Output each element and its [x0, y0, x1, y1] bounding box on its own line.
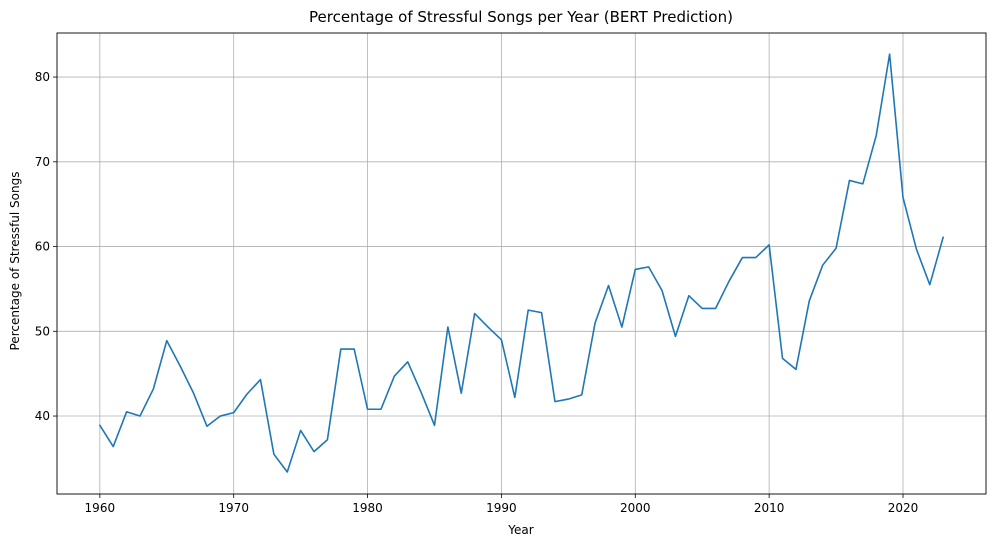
x-tick-label: 1960 [85, 501, 116, 515]
series-group [99, 53, 944, 473]
y-tick-label: 60 [35, 240, 50, 254]
grid-lines [57, 33, 986, 494]
y-tick-label: 40 [35, 409, 50, 423]
series-line [99, 53, 944, 473]
y-axis-ticks: 40 50 60 70 80 [35, 70, 57, 423]
chart-title: Percentage of Stressful Songs per Year (… [309, 8, 733, 26]
y-tick-label: 70 [35, 155, 50, 169]
plot-area-frame [56, 32, 987, 495]
x-tick-label: 1990 [486, 501, 517, 515]
x-axis-label: Year [507, 523, 533, 537]
x-tick-label: 2010 [754, 501, 785, 515]
x-tick-label: 2020 [888, 501, 919, 515]
y-axis-label: Percentage of Stressful Songs [8, 172, 22, 351]
y-tick-label: 50 [35, 324, 50, 338]
x-axis-ticks: 1960 1970 1980 1990 2000 2010 2020 [85, 494, 919, 515]
x-tick-label: 2000 [620, 501, 651, 515]
x-tick-label: 1970 [218, 501, 249, 515]
y-tick-label: 80 [35, 70, 50, 84]
x-tick-label: 1980 [352, 501, 383, 515]
